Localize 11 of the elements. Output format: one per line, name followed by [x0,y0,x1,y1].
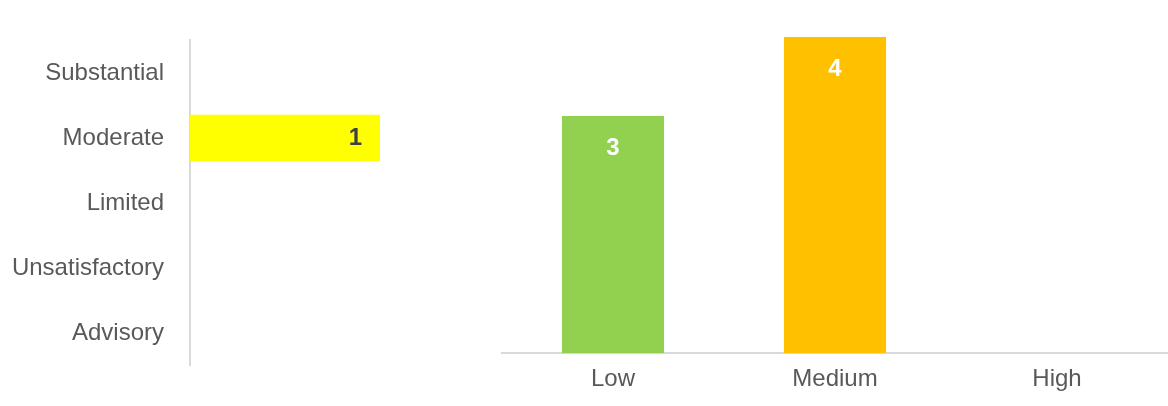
y-tick-label: Advisory [71,317,164,345]
y-tick-label: Unsatisfactory [11,252,164,280]
y-tick-label: Moderate [62,122,164,150]
data-label: 4 [828,53,843,81]
x-tick-label: Low [590,364,636,392]
y-tick-label: Limited [86,187,164,215]
x-tick-label: Medium [792,364,878,392]
y-tick-label: Substantial [45,57,164,85]
x-tick-label: High [1032,364,1082,392]
data-label: 1 [348,122,362,150]
data-label: 3 [606,132,620,160]
